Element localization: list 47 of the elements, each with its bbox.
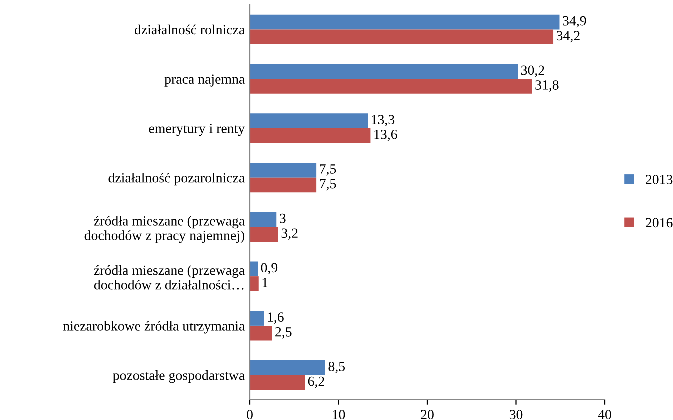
bar	[250, 375, 306, 390]
data-label: 6,2	[308, 376, 324, 388]
x-tick-label: 30	[510, 410, 523, 420]
y-tick-label: niezarobkowe źródła utrzymania	[63, 321, 245, 334]
bar	[250, 326, 272, 341]
data-label: 13,6	[374, 130, 398, 142]
data-label: 3,2	[282, 228, 298, 240]
bar	[250, 30, 554, 44]
data-label: 7,5	[320, 179, 336, 191]
y-tick-label: emerytury i renty	[149, 124, 246, 136]
bar	[250, 79, 532, 94]
legend-label: 2016	[646, 218, 673, 228]
data-label: 30,2	[521, 66, 544, 78]
y-tick-label: działalność pozarolnicza	[108, 172, 245, 186]
data-label: 13,3	[372, 115, 395, 127]
y-tick-label: pozostałe gospodarstwa	[113, 370, 245, 384]
data-label: 7,5	[320, 164, 336, 176]
data-label: 0,9	[261, 263, 278, 275]
bar	[250, 128, 371, 144]
y-tick-label: źródła mieszane (przewaga dochodów z pracy najemnej)	[84, 216, 245, 244]
data-label: 1,6	[268, 312, 284, 324]
bar	[250, 262, 258, 277]
data-label: 34,2	[556, 31, 580, 43]
y-tick-label: praca najemna	[164, 74, 245, 87]
x-tick-label: 0	[247, 410, 253, 420]
y-tick-label: źródła mieszane (przewaga dochodów z działalności…	[94, 265, 245, 290]
data-label: 3	[280, 214, 286, 224]
bar	[250, 360, 326, 376]
bar	[250, 163, 317, 178]
bar	[250, 212, 277, 228]
bar	[250, 227, 278, 242]
bar	[250, 311, 264, 326]
x-tick-label: 40	[598, 410, 612, 420]
x-tick-label: 20	[421, 410, 434, 420]
bar	[250, 276, 259, 292]
data-label: 34,9	[563, 16, 586, 28]
data-label: 2,5	[276, 327, 292, 339]
y-tick-label: działalność rolnicza	[134, 24, 245, 35]
data-label: 31,8	[536, 80, 559, 92]
bar	[250, 14, 560, 30]
data-label: 8,5	[328, 362, 346, 374]
legend-label: 2013	[646, 175, 673, 184]
x-tick-label: 10	[333, 410, 346, 420]
bar	[250, 64, 518, 80]
bar	[250, 114, 368, 128]
data-label: 1	[262, 278, 268, 288]
bar	[250, 178, 317, 193]
